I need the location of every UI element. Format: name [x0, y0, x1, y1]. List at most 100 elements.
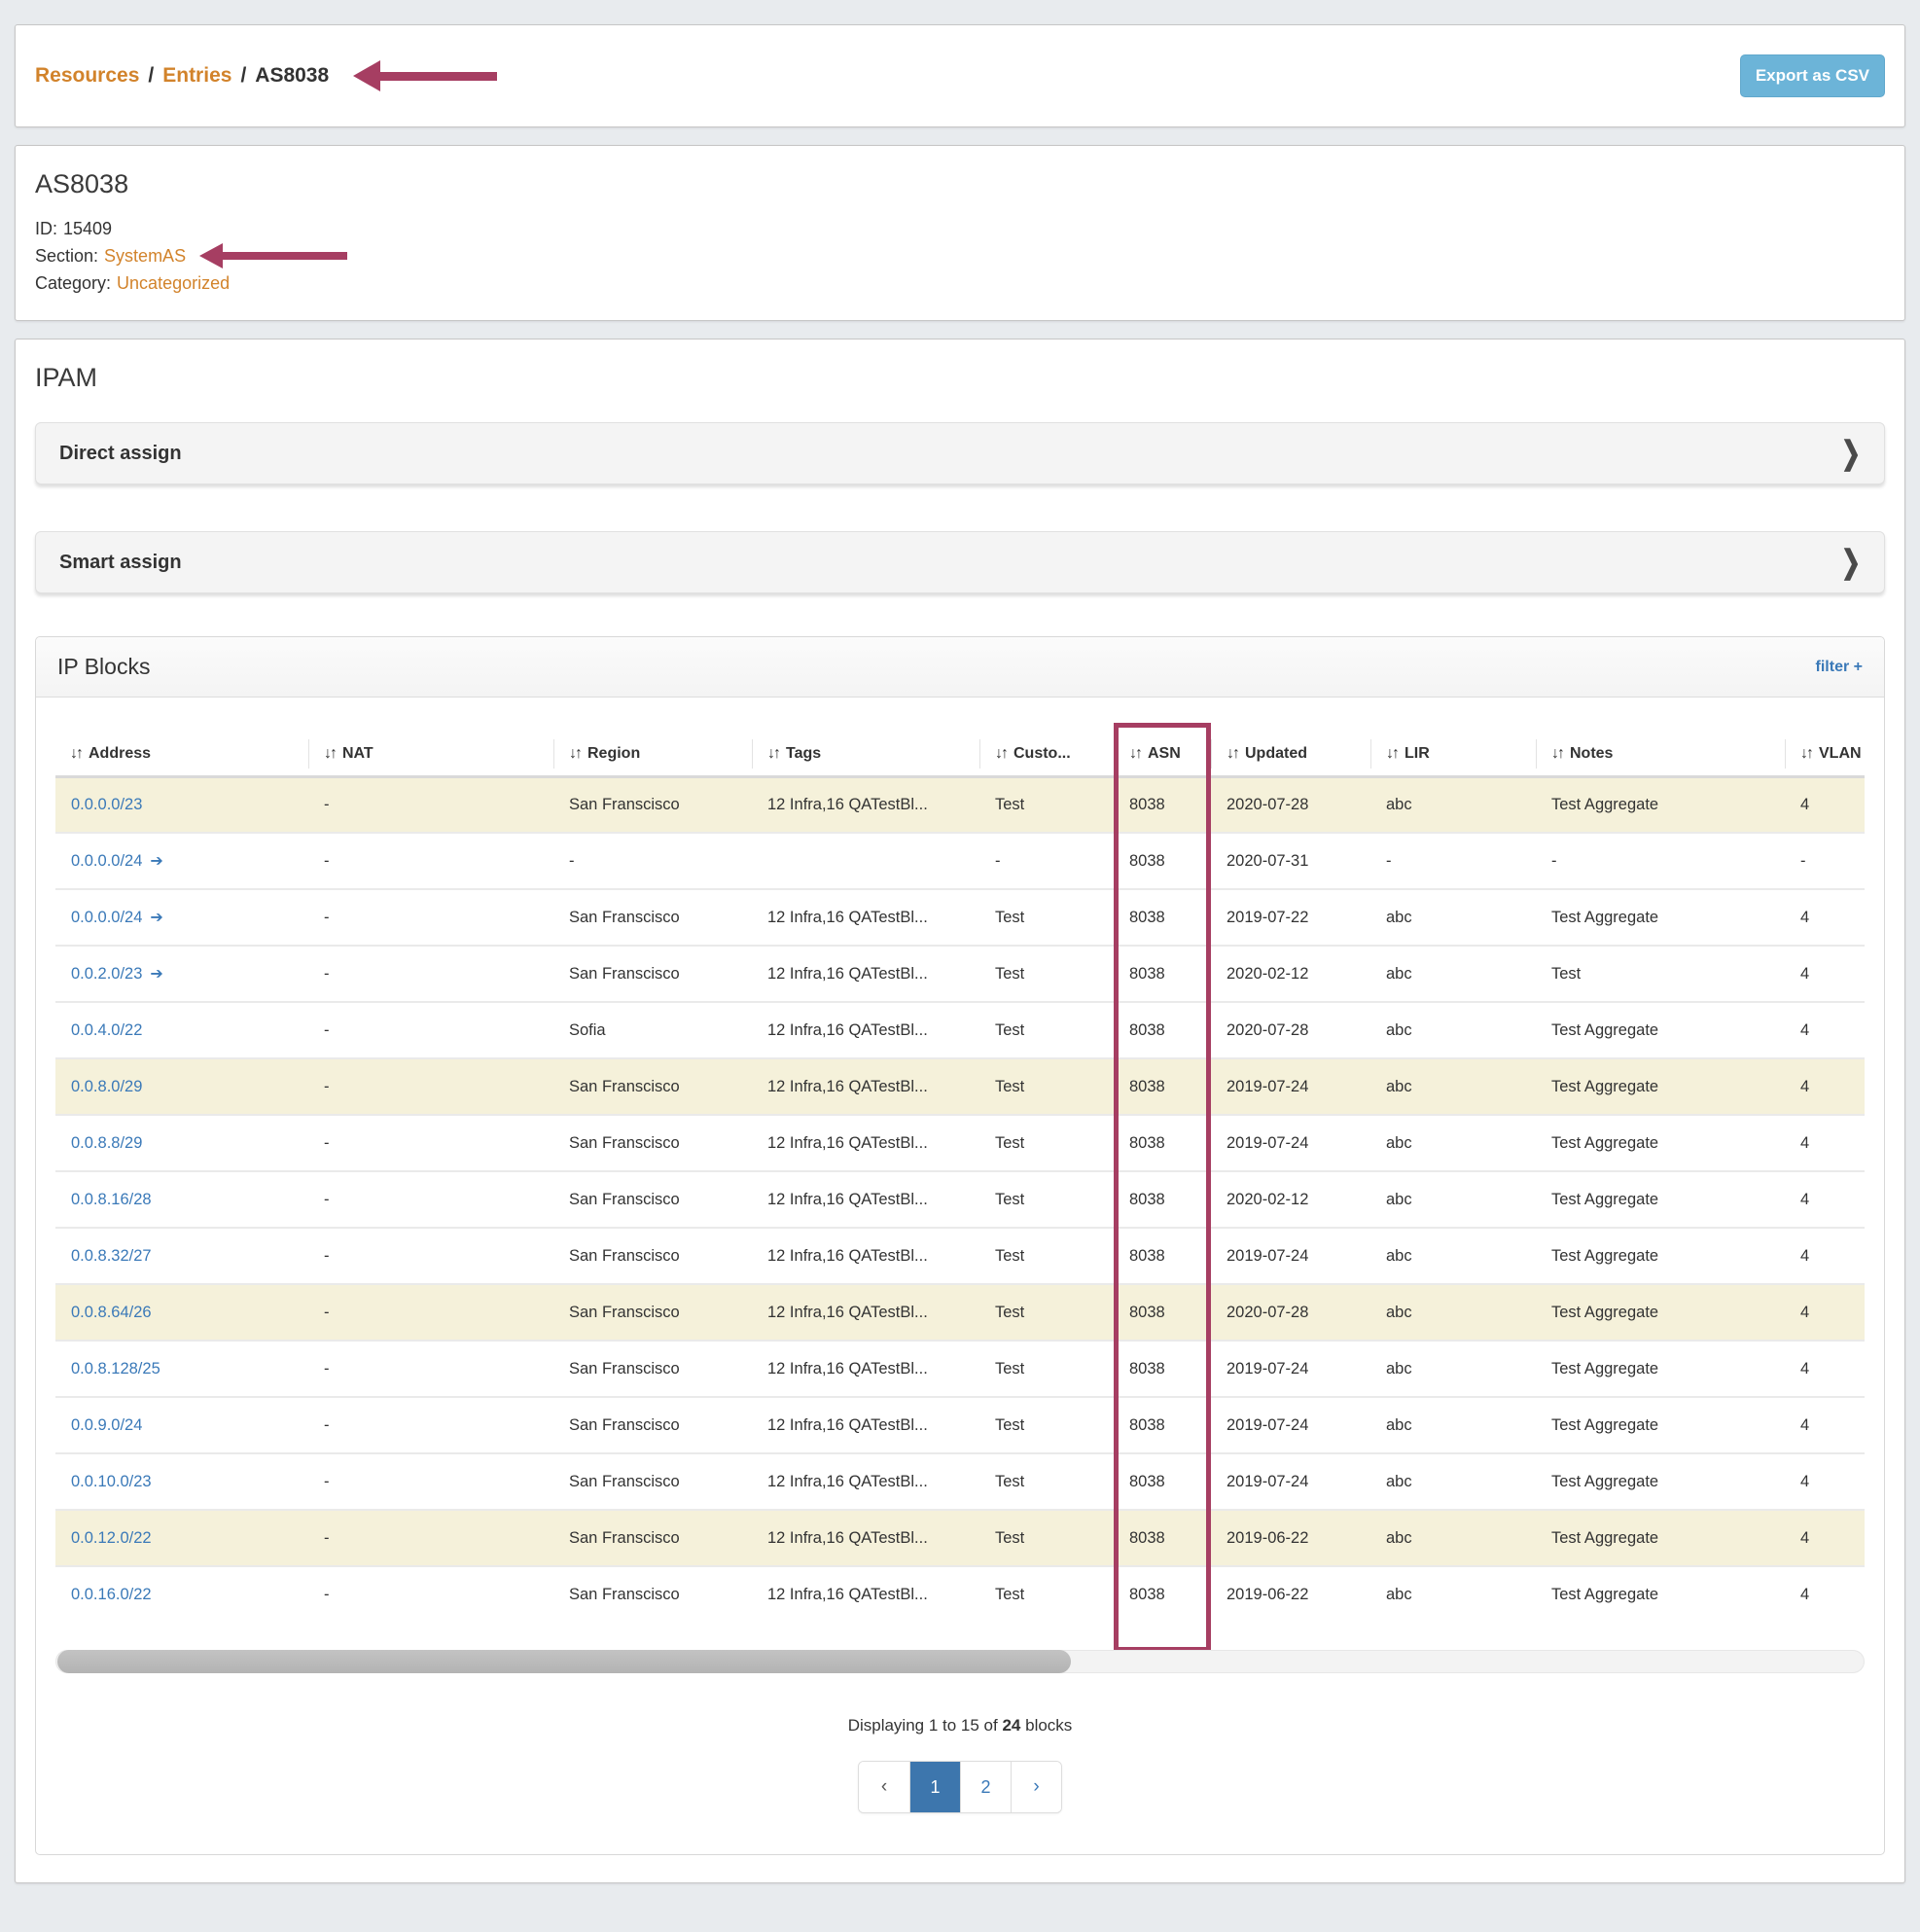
tags-cell: 12 Infra,16 QATestBl... [767, 1359, 928, 1377]
smart-assign-accordion[interactable]: Smart assign [35, 531, 1885, 593]
column-header-region[interactable]: Region [553, 733, 752, 776]
address-link[interactable]: 0.0.4.0/22 [71, 1020, 143, 1039]
ipam-title: IPAM [35, 363, 98, 392]
sort-icon [70, 745, 82, 763]
nat-cell: - [324, 1133, 330, 1152]
filter-link[interactable]: filter + [1815, 658, 1863, 675]
nat-cell: - [324, 1359, 330, 1377]
address-cell: 0.0.0.0/24 [55, 833, 308, 889]
lir-cell: abc [1386, 1133, 1412, 1152]
export-csv-button[interactable]: Export as CSV [1739, 54, 1885, 97]
customer-cell: Test [995, 795, 1025, 813]
address-cell: 0.0.8.32/27 [55, 1228, 308, 1284]
pagination-page-2[interactable]: 2 [960, 1762, 1011, 1812]
tags-cell: 12 Infra,16 QATestBl... [767, 1020, 928, 1039]
address-link[interactable]: 0.0.10.0/23 [71, 1472, 152, 1490]
notes-cell: Test Aggregate [1551, 1472, 1659, 1490]
column-header-tags[interactable]: Tags [752, 733, 979, 776]
column-header-address[interactable]: Address [55, 733, 308, 776]
lir-cell: abc [1386, 1586, 1412, 1603]
asn-cell: 8038 [1129, 1020, 1165, 1039]
breadcrumb-entries-link[interactable]: Entries [162, 64, 232, 87]
address-link[interactable]: 0.0.8.16/28 [71, 1190, 152, 1208]
asn-cell: 8038 [1129, 1472, 1165, 1490]
column-header-customer[interactable]: Custo... [979, 733, 1114, 776]
table-row: 0.0.10.0/23 - San Franscisco 12 Infra,16… [55, 1453, 1865, 1510]
address-link[interactable]: 0.0.8.0/29 [71, 1077, 143, 1095]
lir-cell: abc [1386, 1359, 1412, 1377]
address-cell: 0.0.0.0/24 [55, 889, 308, 946]
lir-cell: abc [1386, 1415, 1412, 1434]
notes-cell: Test Aggregate [1551, 1359, 1659, 1377]
address-link[interactable]: 0.0.0.0/23 [71, 795, 143, 813]
direct-assign-label: Direct assign [59, 442, 182, 464]
column-header-notes[interactable]: Notes [1536, 733, 1785, 776]
asn-cell: 8038 [1129, 964, 1165, 983]
category-link[interactable]: Uncategorized [117, 273, 231, 293]
category-label: Category: [35, 273, 112, 293]
lir-cell: abc [1386, 1528, 1412, 1547]
address-link[interactable]: 0.0.0.0/24 [71, 852, 143, 870]
updated-cell: 2020-07-28 [1227, 1303, 1309, 1321]
address-link[interactable]: 0.0.8.32/27 [71, 1246, 152, 1265]
direct-assign-accordion[interactable]: Direct assign [35, 422, 1885, 484]
updated-cell: 2019-07-24 [1227, 1133, 1309, 1152]
address-link[interactable]: 0.0.8.128/25 [71, 1359, 160, 1377]
notes-cell: Test Aggregate [1551, 1190, 1659, 1208]
updated-cell: 2019-07-22 [1227, 908, 1309, 926]
lir-cell: abc [1386, 795, 1412, 813]
nat-cell: - [324, 908, 330, 926]
customer-cell: Test [995, 1246, 1025, 1265]
vlan-cell: 4 [1800, 1020, 1810, 1039]
address-link[interactable]: 0.0.8.8/29 [71, 1133, 143, 1152]
vlan-cell: 4 [1800, 1133, 1810, 1152]
updated-cell: 2019-07-24 [1227, 1077, 1309, 1095]
address-link[interactable]: 0.0.12.0/22 [71, 1528, 152, 1547]
address-link[interactable]: 0.0.0.0/24 [71, 909, 143, 926]
address-link[interactable]: 0.0.9.0/24 [71, 1415, 143, 1434]
notes-cell: Test Aggregate [1551, 908, 1659, 926]
vlan-cell: 4 [1800, 1077, 1810, 1095]
vlan-cell: 4 [1800, 1586, 1810, 1603]
scrollbar-thumb[interactable] [57, 1650, 1071, 1673]
asn-cell: 8038 [1129, 1415, 1165, 1434]
region-cell: San Franscisco [569, 1528, 680, 1547]
entry-id-line: ID: 15409 [35, 215, 1885, 242]
address-link[interactable]: 0.0.16.0/22 [71, 1586, 152, 1603]
nat-cell: - [324, 1246, 330, 1265]
updated-cell: 2020-02-12 [1227, 1190, 1309, 1208]
annotation-arrow-left-icon [353, 60, 498, 91]
sort-icon [1800, 745, 1812, 763]
asn-cell: 8038 [1129, 908, 1165, 926]
pagination-page-1[interactable]: 1 [909, 1762, 960, 1812]
entry-detail-card: AS8038 ID: 15409 Section: SystemAS Categ… [15, 145, 1905, 321]
lir-cell: abc [1386, 1020, 1412, 1039]
notes-cell: - [1551, 851, 1557, 870]
region-cell: Sofia [569, 1020, 606, 1039]
address-link[interactable]: 0.0.2.0/23 [71, 965, 143, 983]
horizontal-scrollbar[interactable] [55, 1650, 1865, 1673]
sort-icon [1386, 745, 1398, 763]
breadcrumb-resources-link[interactable]: Resources [35, 64, 140, 87]
section-link[interactable]: SystemAS [104, 246, 187, 266]
tags-cell: 12 Infra,16 QATestBl... [767, 1303, 928, 1321]
tags-cell: 12 Infra,16 QATestBl... [767, 1415, 928, 1434]
address-cell: 0.0.2.0/23 [55, 946, 308, 1002]
section-label: Section: [35, 246, 99, 266]
column-header-updated[interactable]: Updated [1211, 733, 1370, 776]
column-header-nat[interactable]: NAT [308, 733, 553, 776]
customer-cell: Test [995, 1359, 1025, 1377]
column-header-asn[interactable]: ASN [1114, 733, 1211, 776]
sort-icon [1551, 745, 1563, 763]
customer-cell: Test [995, 1303, 1025, 1321]
address-link[interactable]: 0.0.8.64/26 [71, 1303, 152, 1321]
tags-cell: 12 Infra,16 QATestBl... [767, 964, 928, 983]
pagination-next-button[interactable]: › [1011, 1762, 1061, 1812]
notes-cell: Test Aggregate [1551, 795, 1659, 813]
address-cell: 0.0.4.0/22 [55, 1002, 308, 1058]
breadcrumb-separator: / [240, 64, 247, 87]
pagination-prev-button[interactable]: ‹ [859, 1762, 909, 1812]
column-header-vlan[interactable]: VLAN [1785, 733, 1865, 776]
column-header-lir[interactable]: LIR [1370, 733, 1536, 776]
notes-cell: Test Aggregate [1551, 1528, 1659, 1547]
